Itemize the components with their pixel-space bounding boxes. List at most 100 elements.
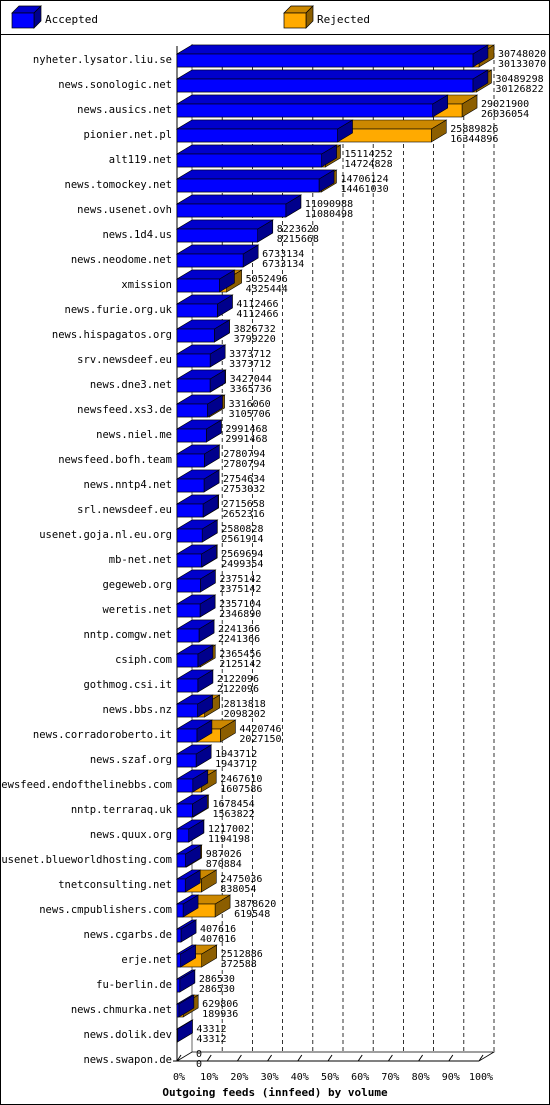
bar-accepted-front: [176, 528, 203, 543]
value-label-accepted: 2027150: [239, 734, 281, 745]
value-label-offered: 2467610: [220, 774, 262, 785]
bar-accepted-top: [175, 244, 260, 255]
value-label-offered: 43312: [196, 1024, 226, 1035]
value-label-accepted: 30126822: [495, 84, 543, 95]
legend-rejected-swatch-front: [283, 12, 307, 29]
value-label-offered: 6733134: [262, 249, 304, 260]
value-label-offered: 15114252: [344, 149, 392, 160]
legend: Accepted Rejected: [11, 5, 370, 29]
value-label-accepted: 2125142: [219, 659, 261, 670]
bar-accepted-front: [176, 128, 338, 143]
bar-accepted-front: [176, 378, 211, 393]
category-label: pionier.net.pl: [83, 129, 172, 141]
x-tick-label: 70%: [381, 1072, 399, 1083]
x-tick-3: [267, 1054, 273, 1062]
value-label-accepted: 3799220: [234, 334, 276, 345]
x-tick-4: [297, 1054, 303, 1062]
category-label: srl.newsdeef.eu: [77, 504, 172, 516]
value-label-offered: 1217002: [208, 824, 250, 835]
bar-accepted: [175, 244, 260, 268]
value-label-accepted: 11080498: [305, 209, 353, 220]
bar-accepted: [175, 794, 209, 818]
x-tick-label: 60%: [351, 1072, 369, 1083]
bar-accepted-front: [176, 778, 194, 793]
bar-accepted: [175, 894, 200, 918]
value-label-offered: 2375142: [219, 574, 261, 585]
value-label-offered: 2122096: [217, 674, 259, 685]
category-label: news.niel.me: [96, 429, 172, 441]
bar-accepted: [175, 819, 205, 843]
value-label-accepted: 407616: [200, 934, 236, 945]
x-tick-7: [387, 1054, 393, 1062]
value-label-accepted: 6733134: [262, 259, 304, 270]
category-label: news.ausics.net: [77, 104, 172, 116]
bar-accepted: [175, 944, 197, 968]
bar-accepted-front: [176, 453, 205, 468]
bar-accepted-front: [176, 403, 208, 418]
value-label-offered: 30489298: [495, 74, 543, 85]
x-tick-label: 50%: [321, 1072, 339, 1083]
bar-accepted: [175, 494, 220, 518]
category-label: srv.newsdeef.eu: [77, 354, 172, 366]
bar-row-40: news.swapon.de 00: [83, 1049, 202, 1070]
legend-accepted-swatch-front: [11, 12, 35, 29]
bar-accepted: [175, 69, 489, 93]
bar-accepted: [175, 119, 354, 143]
bar-accepted: [175, 519, 219, 543]
category-label: news.bbs.nz: [102, 704, 172, 716]
value-label-offered: 3427044: [230, 374, 272, 385]
value-label-accepted: 3105706: [229, 409, 271, 420]
value-label-offered: 29021900: [481, 99, 529, 110]
bar-accepted-front: [176, 228, 258, 243]
value-label-offered: 2569694: [221, 549, 263, 560]
value-label-accepted: 3373712: [229, 359, 271, 370]
bar-accepted: [175, 419, 223, 443]
bar-accepted: [175, 544, 218, 568]
category-label: news.swapon.de: [83, 1054, 172, 1066]
x-tick-2: [236, 1054, 242, 1062]
value-label-accepted: 2375142: [219, 584, 261, 595]
category-label: news.dolik.dev: [83, 1029, 172, 1041]
value-label-accepted: 43312: [196, 1034, 226, 1045]
bar-accepted-front: [176, 728, 198, 743]
bar-accepted: [175, 669, 214, 693]
value-label-offered: 30748020: [498, 49, 546, 60]
value-label-offered: 286530: [199, 974, 235, 985]
x-tick-label: 90%: [442, 1072, 460, 1083]
value-label-offered: 3373712: [229, 349, 271, 360]
value-label-offered: 25889826: [450, 124, 498, 135]
x-axis-floor: [175, 1051, 496, 1062]
bar-accepted: [175, 744, 213, 768]
legend-rejected-swatch: [283, 5, 314, 29]
value-label-accepted: 0: [196, 1059, 202, 1070]
bars: nyheter.lysator.liu.se 3074802030133070ne…: [0, 44, 546, 1070]
bar-accepted: [175, 594, 217, 618]
bar-accepted-front: [176, 878, 186, 893]
value-label-offered: 4420746: [239, 724, 281, 735]
category-label: tnetconsulting.net: [58, 879, 172, 891]
value-label-offered: 629806: [202, 999, 238, 1010]
bar-accepted: [175, 1019, 194, 1043]
value-label-accepted: 4325444: [246, 284, 288, 295]
category-label: gothmog.csi.it: [83, 679, 172, 691]
value-label-offered: 8223620: [277, 224, 319, 235]
value-label-offered: 3878620: [234, 899, 276, 910]
